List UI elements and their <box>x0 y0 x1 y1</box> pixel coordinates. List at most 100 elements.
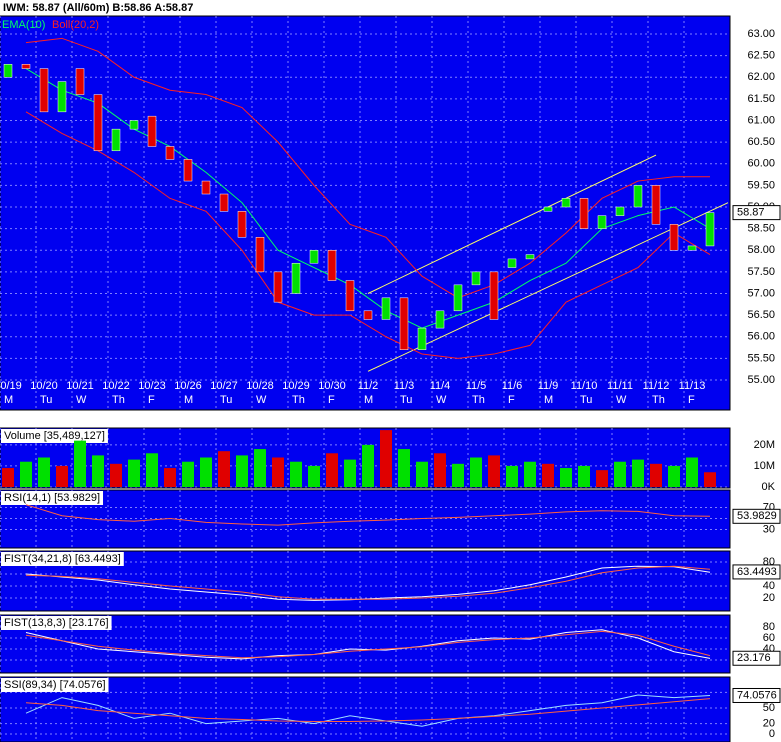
x-tick-label: 11/11 <box>607 380 633 392</box>
y-tick-label: 62.50 <box>747 50 775 62</box>
weekday-label: Th <box>292 394 305 406</box>
volume-bar <box>56 465 68 487</box>
candle-body <box>381 297 391 320</box>
weekday-label: Tu <box>580 394 592 406</box>
panel-title: FIST(13,8,3) [23.176] <box>4 617 109 629</box>
weekday-label: F <box>508 394 515 406</box>
volume-bar <box>164 468 176 487</box>
y-tick-label: 55.50 <box>747 352 775 364</box>
y-tick-label: 56.00 <box>747 331 775 343</box>
indicator-line <box>25 111 711 359</box>
volume-bar <box>434 453 446 487</box>
volume-bar <box>416 461 428 487</box>
candle-body <box>291 262 301 294</box>
legend-label: EMA(10) <box>2 19 45 31</box>
volume-bar <box>218 451 230 487</box>
y-tick-label: 20 <box>763 718 775 730</box>
candle-body <box>183 159 193 182</box>
y-tick-label: 60.00 <box>747 158 775 170</box>
y-tick-label: 56.50 <box>747 309 775 321</box>
weekday-label: W <box>616 394 627 406</box>
x-tick-label: 10/22 <box>102 380 130 392</box>
panel-title: Volume [35,489,127] <box>4 430 105 442</box>
candle-body <box>363 310 373 320</box>
x-tick-label: 11/6 <box>502 380 523 392</box>
candle-body <box>219 193 229 212</box>
candle-body <box>705 212 715 247</box>
candle-body <box>579 198 589 229</box>
candle-body <box>3 64 13 78</box>
y-tick-label: 61.00 <box>747 114 775 126</box>
volume-bar <box>398 449 410 487</box>
volume-bar <box>2 468 14 487</box>
current-value-box <box>732 508 781 524</box>
weekday-label: Tu <box>40 394 52 406</box>
candle-body <box>39 68 49 113</box>
volume-bar <box>632 459 644 487</box>
volume-bar <box>146 453 158 487</box>
weekday-label: Th <box>472 394 485 406</box>
volume-bar <box>578 465 590 487</box>
candle-body <box>651 185 661 225</box>
volume-bar <box>308 465 320 487</box>
volume-bar <box>650 463 662 487</box>
panel-title: FIST(34,21,8) [63.4493] <box>4 553 121 565</box>
volume-bar <box>182 461 194 487</box>
legend-label: Boll(20,2) <box>52 19 99 31</box>
candle-body <box>129 120 139 130</box>
y-tick-label: 59.50 <box>747 179 775 191</box>
volume-bar <box>488 455 500 487</box>
indicator-line <box>25 630 711 659</box>
volume-bar <box>524 461 536 487</box>
panel-title-bg <box>1 616 112 630</box>
weekday-label: M <box>4 394 13 406</box>
volume-bar <box>200 457 212 487</box>
indicator-line <box>25 37 710 299</box>
panel <box>0 15 731 411</box>
volume-bar <box>362 444 374 487</box>
x-tick-label: 11/5 <box>466 380 487 392</box>
candle-body <box>597 215 607 229</box>
candle-body <box>669 224 679 251</box>
candle-body <box>561 198 571 208</box>
weekday-label: Tu <box>400 394 412 406</box>
candle-body <box>21 64 31 69</box>
panel-title-bg <box>1 429 108 443</box>
x-tick-label: 10/23 <box>138 380 166 392</box>
indicator-line <box>25 694 711 727</box>
weekday-label: F <box>328 394 335 406</box>
panel-title: RSI(14,1) [53.9829] <box>4 492 100 504</box>
volume-bar <box>380 430 392 487</box>
x-tick-label: 10/26 <box>174 380 202 392</box>
volume-bar <box>236 455 248 487</box>
x-tick-label: 10/20 <box>30 380 58 392</box>
weekday-label: M <box>364 394 373 406</box>
volume-bar <box>344 459 356 487</box>
volume-bar <box>560 468 572 487</box>
weekday-label: M <box>544 394 553 406</box>
y-tick-label: 62.00 <box>747 71 775 83</box>
y-tick-label: 20 <box>763 592 775 604</box>
candle-body <box>93 94 103 152</box>
current-value: 74.0576 <box>737 689 777 701</box>
candle-body <box>327 250 337 281</box>
candle-body <box>633 185 643 208</box>
candle-body <box>75 68 85 95</box>
weekday-label: Th <box>652 394 665 406</box>
x-tick-label: 10/30 <box>318 380 346 392</box>
panel-title-bg <box>1 678 109 692</box>
x-tick-label: 11/2 <box>358 380 379 392</box>
volume-bar <box>470 457 482 487</box>
y-tick-label: 60 <box>763 632 775 644</box>
indicator-line <box>25 565 711 600</box>
candle-body <box>399 297 409 350</box>
y-tick-label: 30 <box>763 523 775 535</box>
current-value-box <box>732 205 781 221</box>
x-tick-label: 11/4 <box>430 380 451 392</box>
current-value-box <box>732 564 781 580</box>
candle-body <box>543 206 553 212</box>
candle-body <box>471 271 481 286</box>
x-tick-label: 10/28 <box>246 380 274 392</box>
candle-body <box>111 128 121 152</box>
